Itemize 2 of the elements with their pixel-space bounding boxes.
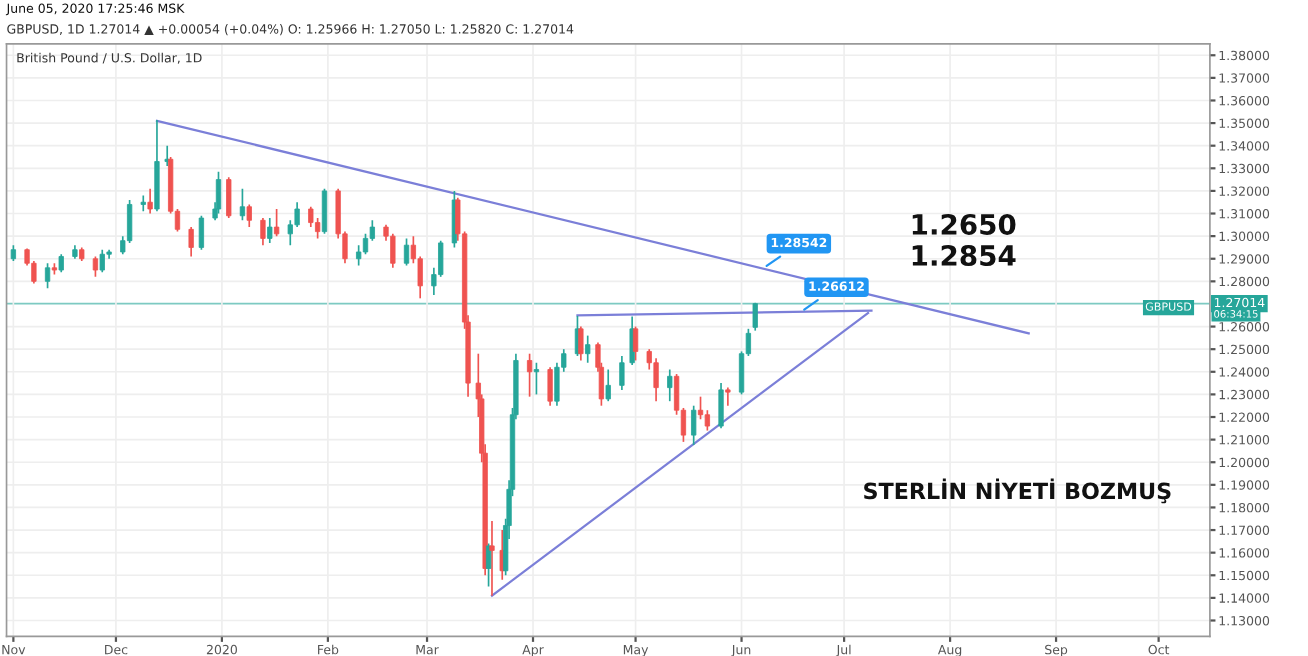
annotation: STERLİN NİYETİ BOZMUŞ <box>864 478 1171 504</box>
annotation: 1.2650 1.2854 <box>912 213 1016 267</box>
